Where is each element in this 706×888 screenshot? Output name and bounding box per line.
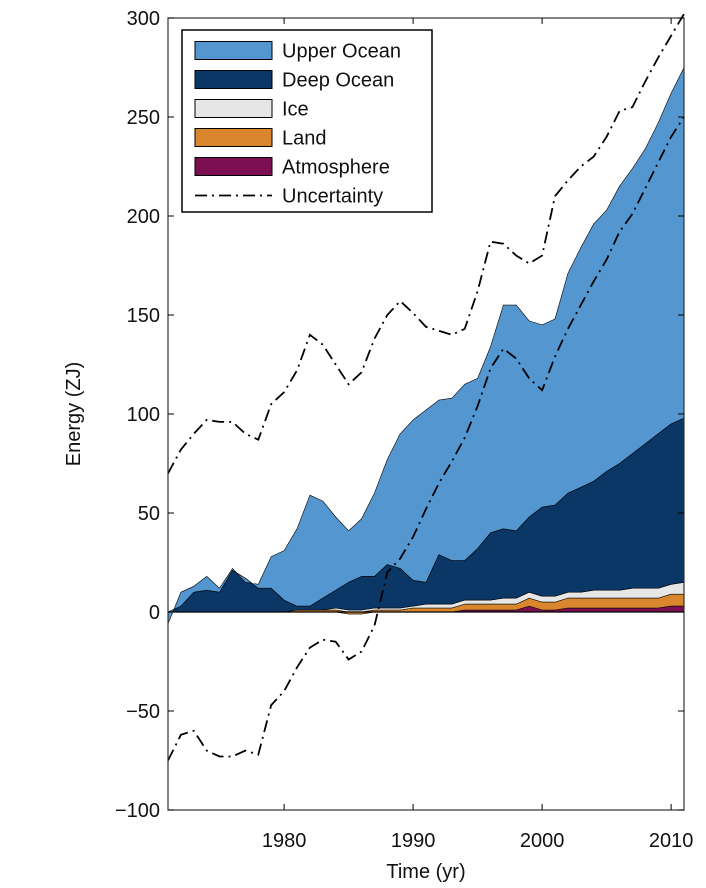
legend: Upper Ocean Deep Ocean Ice Land Atmosphere Un… — [181, 29, 433, 213]
y-tick-label: 300 — [127, 8, 160, 30]
axes-group: −100 −50 0 50 100 150 200 250 300 1980 1990 2000 201… — [115, 8, 693, 852]
uncertainty-lines-group — [167, 13, 685, 761]
legend-label-upper-ocean: Upper Ocean — [282, 41, 401, 63]
y-tick-label: −50 — [126, 701, 160, 723]
x-axis-label: Time (yr) — [386, 861, 465, 883]
y-tick-label: 150 — [127, 305, 160, 327]
legend-swatch-ice — [194, 99, 273, 118]
y-tick-label: 250 — [127, 107, 160, 129]
y-tick-label: 50 — [138, 503, 160, 525]
uncertainty-lower-line — [167, 116, 685, 761]
y-tick-label: 200 — [127, 206, 160, 228]
legend-label-uncertainty: Uncertainty — [282, 186, 383, 208]
x-tick-label: 2010 — [649, 830, 694, 852]
legend-swatch-atmosphere — [194, 157, 273, 176]
x-tick-label: 1990 — [391, 830, 436, 852]
y-tick-label: −100 — [115, 800, 160, 822]
x-tick-label: 1980 — [262, 830, 307, 852]
y-tick-label: 0 — [149, 602, 160, 624]
legend-label-land: Land — [282, 128, 327, 150]
y-axis-label: Energy (ZJ) — [63, 362, 85, 466]
legend-label-deep-ocean: Deep Ocean — [282, 70, 394, 92]
legend-swatch-upper-ocean — [194, 41, 273, 60]
x-tick-label: 2000 — [520, 830, 565, 852]
legend-box — [181, 29, 433, 213]
uncertainty-upper-line — [167, 13, 685, 474]
y-tick-label: 100 — [127, 404, 160, 426]
legend-label-ice: Ice — [282, 99, 309, 121]
legend-swatch-land — [194, 128, 273, 147]
legend-swatch-deep-ocean — [194, 70, 273, 89]
legend-label-atmosphere: Atmosphere — [282, 157, 390, 179]
